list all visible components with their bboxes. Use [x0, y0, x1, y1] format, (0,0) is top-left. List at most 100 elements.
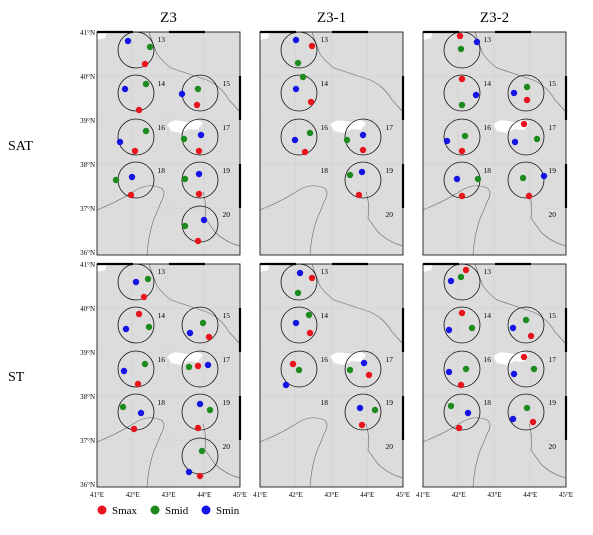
smid-point — [181, 222, 189, 230]
smax-point — [355, 191, 363, 199]
land-area — [423, 32, 566, 255]
stereonet-circle-16 — [280, 350, 318, 388]
smax-point — [308, 274, 316, 282]
map-panel: 13 14 16 17 18 19 20 — [259, 30, 405, 256]
panel-frame — [422, 31, 567, 256]
smin-point — [510, 370, 518, 378]
smax-point — [308, 42, 316, 50]
smin-point — [472, 91, 480, 99]
smin-point — [445, 368, 453, 376]
smid-point — [145, 323, 153, 331]
site-label-18: 18 — [158, 398, 166, 407]
smid-point — [457, 273, 465, 281]
panel-frame — [259, 263, 404, 488]
smin-point — [509, 415, 517, 423]
smid-point — [146, 43, 154, 51]
stereonet-circle-17 — [344, 118, 382, 156]
site-label-19: 19 — [386, 166, 394, 175]
smin-point — [196, 400, 204, 408]
smin-point — [186, 329, 194, 337]
smid-point — [474, 175, 482, 183]
site-label-18: 18 — [484, 166, 492, 175]
smax-point — [141, 60, 149, 68]
site-label-13: 13 — [321, 35, 329, 44]
site-label-20: 20 — [223, 210, 231, 219]
smin-point — [292, 319, 300, 327]
stereonet-circle-16 — [443, 118, 481, 156]
smin-point — [359, 131, 367, 139]
smin-point — [178, 90, 186, 98]
lake-shape — [330, 118, 366, 133]
outside-area — [97, 32, 107, 40]
smid-point — [458, 101, 466, 109]
smid-point — [519, 174, 527, 182]
site-label-18: 18 — [484, 398, 492, 407]
stereonet-circle-14 — [280, 74, 318, 112]
site-label-17: 17 — [549, 355, 557, 364]
smax-point — [458, 75, 466, 83]
site-label-16: 16 — [321, 123, 329, 132]
stereonet-circle-19 — [507, 393, 545, 431]
site-label-14: 14 — [484, 311, 492, 320]
lat-label: 36°N — [80, 249, 95, 257]
smid-point — [206, 406, 214, 414]
smin-point — [120, 367, 128, 375]
column-title-1: Z3-1 — [317, 10, 346, 26]
lon-label: 42°E — [452, 491, 466, 499]
smin-point — [296, 269, 304, 277]
site-label-14: 14 — [158, 79, 166, 88]
smin-point — [204, 361, 212, 369]
stereonet-circle-16 — [117, 118, 155, 156]
lon-label: 45°E — [559, 491, 573, 499]
outside-area — [423, 32, 433, 40]
land-area — [260, 32, 403, 255]
map-panel: 13 14 15 16 17 18 19 20 — [422, 30, 568, 256]
outside-area — [423, 264, 433, 272]
lat-label: 39°N — [80, 349, 95, 357]
smax-point — [520, 353, 528, 361]
stereonet-circle-17 — [181, 350, 219, 388]
smid-point — [346, 171, 354, 179]
smin-point — [185, 468, 193, 476]
stereonet-circle-16 — [117, 350, 155, 388]
site-label-19: 19 — [223, 398, 231, 407]
lon-label: 43°E — [161, 491, 175, 499]
stereonet-circle-15 — [181, 306, 219, 344]
smax-point — [457, 381, 465, 389]
smin-point — [464, 409, 472, 417]
smin-point — [291, 136, 299, 144]
smax-point — [194, 424, 202, 432]
smax-point — [135, 106, 143, 114]
smid-point — [305, 311, 313, 319]
smax-point — [134, 380, 142, 388]
smid-point — [468, 324, 476, 332]
site-label-18: 18 — [321, 166, 329, 175]
smax-point — [194, 362, 202, 370]
smid-point — [346, 366, 354, 374]
smin-point — [356, 404, 364, 412]
smid-point — [144, 275, 152, 283]
panel-frame — [96, 31, 241, 256]
lat-label: 41°N — [80, 261, 95, 269]
smid-point — [299, 73, 307, 81]
lon-label: 45°E — [396, 491, 410, 499]
site-label-15: 15 — [223, 79, 231, 88]
lon-label: 41°E — [416, 491, 430, 499]
smax-point — [127, 191, 135, 199]
stereonet-circle-16 — [280, 118, 318, 156]
land-area — [260, 264, 403, 487]
smax-point — [205, 333, 213, 341]
smax-point — [194, 237, 202, 245]
site-label-17: 17 — [386, 355, 394, 364]
map-panel: 13 14 15 16 17 18 19 20 — [96, 30, 242, 256]
smax-point — [359, 146, 367, 154]
site-label-14: 14 — [158, 311, 166, 320]
smin-point — [122, 325, 130, 333]
outside-area — [260, 32, 270, 40]
land-area — [97, 264, 240, 487]
column-title-2: Z3-2 — [480, 10, 509, 26]
site-label-13: 13 — [484, 35, 492, 44]
border-line — [365, 423, 404, 479]
stereonet-circle-19 — [344, 161, 382, 199]
stereonet-circle-17 — [344, 350, 382, 388]
